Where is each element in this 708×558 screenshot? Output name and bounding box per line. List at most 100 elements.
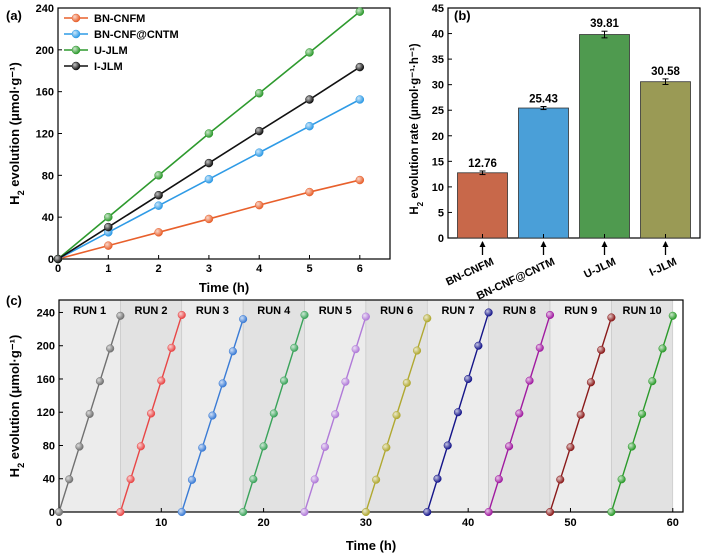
data-point bbox=[505, 442, 514, 451]
data-point bbox=[566, 443, 575, 452]
run-label: RUN 3 bbox=[196, 305, 229, 317]
y-tick-label: 0 bbox=[438, 233, 444, 245]
data-point bbox=[382, 443, 391, 452]
data-point bbox=[154, 201, 163, 210]
data-point bbox=[525, 376, 534, 385]
data-point bbox=[269, 409, 278, 418]
data-point bbox=[300, 310, 309, 320]
data-point bbox=[259, 442, 268, 451]
data-point bbox=[75, 442, 84, 451]
run-label: RUN 9 bbox=[564, 305, 597, 317]
x-tick-label: 3 bbox=[206, 263, 212, 275]
data-point bbox=[126, 475, 135, 484]
legend-swatch-marker bbox=[71, 29, 81, 39]
data-point bbox=[648, 377, 657, 386]
data-point bbox=[484, 507, 493, 517]
data-point bbox=[228, 347, 237, 356]
data-point bbox=[361, 312, 370, 321]
data-point bbox=[167, 343, 176, 352]
data-point bbox=[104, 222, 113, 232]
y-tick-label: 0 bbox=[48, 254, 54, 266]
data-point bbox=[104, 241, 113, 250]
y-tick-label: 160 bbox=[37, 374, 55, 386]
run-label: RUN 8 bbox=[503, 305, 536, 317]
bar bbox=[579, 34, 630, 239]
data-point bbox=[116, 507, 125, 517]
y-tick-label: 35 bbox=[432, 54, 444, 66]
y-tick-label: 0 bbox=[49, 507, 55, 519]
data-point bbox=[372, 475, 381, 484]
data-point bbox=[331, 410, 340, 419]
data-point bbox=[95, 377, 104, 386]
panel-a: 0 1 2 3 4 5 6 0 40 80 120 160 200 240 Time (h) H2 evolu… bbox=[6, 3, 391, 295]
x-tick-label: 5 bbox=[306, 263, 312, 275]
data-point bbox=[433, 474, 442, 483]
x-tick-label: 60 bbox=[667, 517, 679, 529]
plot-frame bbox=[447, 7, 701, 239]
data-point bbox=[53, 254, 63, 264]
y-tick-label: 120 bbox=[37, 407, 55, 419]
data-point bbox=[402, 378, 411, 387]
data-point bbox=[154, 190, 163, 200]
data-point bbox=[355, 62, 365, 72]
data-point bbox=[249, 475, 258, 484]
arrow-head bbox=[662, 241, 669, 247]
data-point bbox=[204, 174, 214, 184]
data-point bbox=[617, 475, 626, 484]
bar bbox=[457, 172, 508, 239]
data-point bbox=[586, 378, 595, 387]
run-label: RUN 6 bbox=[380, 305, 413, 317]
legend-swatch-marker bbox=[71, 45, 81, 55]
legend-label: BN-CNF@CNTM bbox=[94, 29, 179, 41]
data-point bbox=[300, 507, 309, 517]
data-point bbox=[239, 315, 248, 324]
run-label: RUN 4 bbox=[257, 305, 291, 317]
data-point bbox=[154, 228, 163, 237]
data-point bbox=[204, 158, 214, 168]
data-point bbox=[279, 376, 289, 385]
y-tick-label: 15 bbox=[432, 156, 444, 168]
legend-label: U-JLM bbox=[94, 45, 128, 57]
arrow-head bbox=[479, 241, 486, 247]
legend-swatch-marker bbox=[71, 61, 81, 71]
arrow-head bbox=[540, 241, 547, 247]
data-point bbox=[254, 126, 264, 136]
y-tick-label: 40 bbox=[43, 474, 55, 486]
data-point bbox=[361, 507, 370, 517]
data-point bbox=[305, 95, 314, 104]
value-label: 30.58 bbox=[651, 66, 680, 78]
data-point bbox=[494, 475, 503, 484]
value-label: 39.81 bbox=[590, 18, 619, 30]
run-label: RUN 10 bbox=[623, 305, 662, 317]
y-tick-label: 5 bbox=[438, 207, 444, 219]
x-tick-label: 10 bbox=[155, 517, 167, 529]
data-point bbox=[65, 475, 74, 484]
bar bbox=[640, 81, 691, 239]
category-label: U-JLM bbox=[582, 256, 618, 281]
y-tick-label: 20 bbox=[432, 131, 444, 143]
bar bbox=[518, 107, 569, 239]
data-point bbox=[607, 507, 616, 517]
data-point bbox=[351, 345, 360, 354]
legend-swatch-marker bbox=[71, 13, 81, 23]
data-point bbox=[474, 341, 483, 350]
data-point bbox=[412, 346, 422, 355]
data-point bbox=[187, 475, 197, 484]
x-tick-label: 4 bbox=[256, 263, 263, 275]
data-point bbox=[85, 409, 94, 418]
data-point bbox=[576, 410, 585, 419]
y-tick-label: 45 bbox=[432, 3, 444, 15]
data-point bbox=[136, 442, 145, 451]
data-point bbox=[355, 95, 365, 104]
run-label: RUN 5 bbox=[319, 305, 352, 317]
data-point bbox=[254, 148, 264, 157]
data-point bbox=[204, 214, 214, 224]
data-point bbox=[423, 314, 432, 323]
y-tick-label: 120 bbox=[36, 129, 54, 141]
run-label: RUN 7 bbox=[441, 305, 474, 317]
data-point bbox=[627, 442, 636, 451]
plot-frame bbox=[58, 299, 684, 513]
data-point bbox=[545, 507, 555, 517]
x-tick-label: 1 bbox=[105, 263, 111, 275]
